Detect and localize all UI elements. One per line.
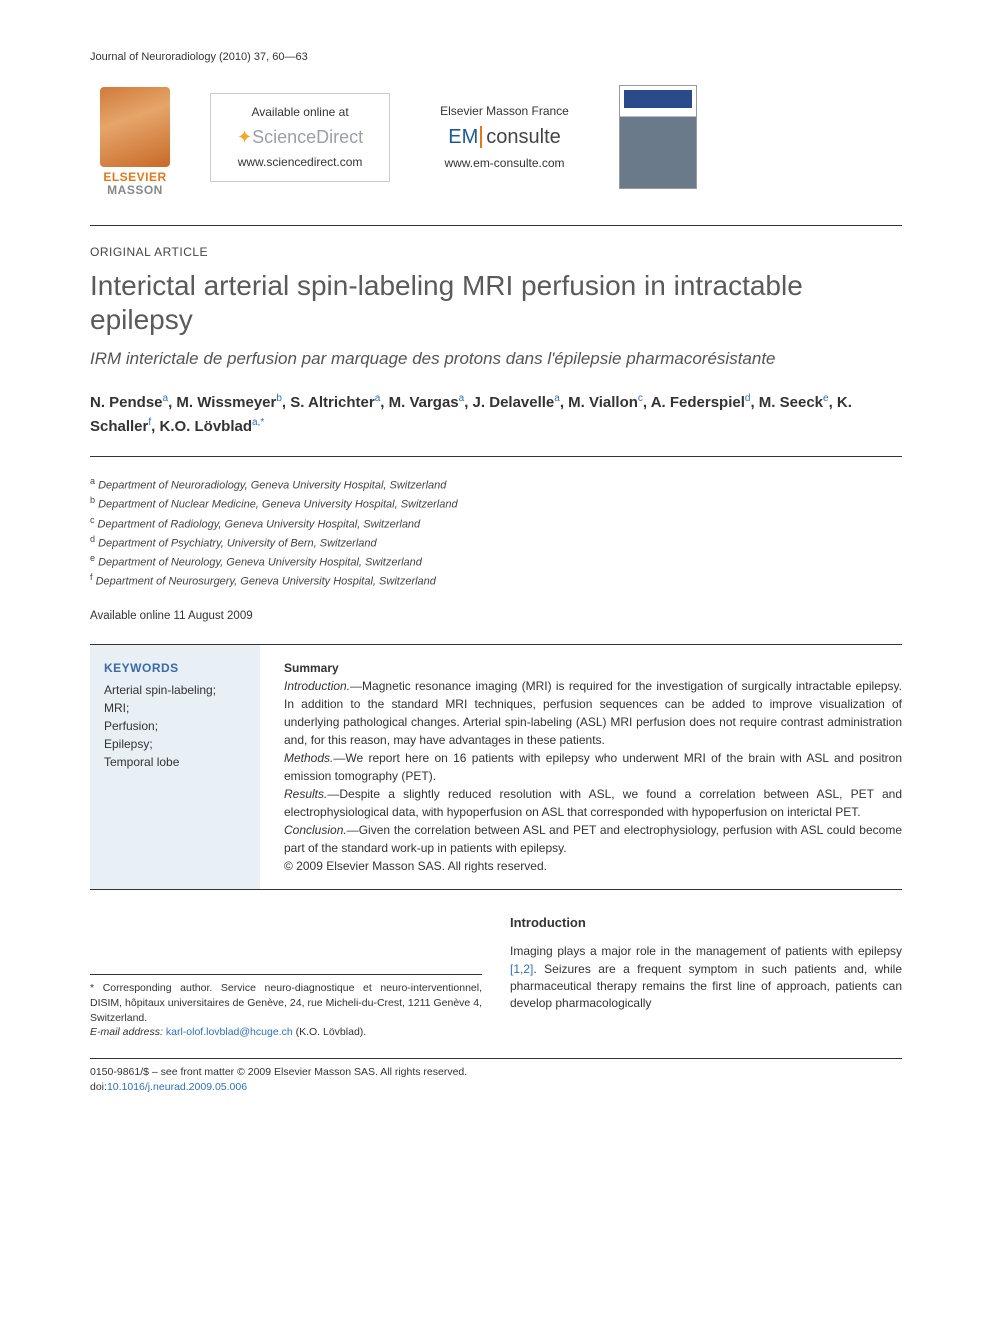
available-online-date: Available online 11 August 2009 — [90, 608, 902, 624]
sciencedirect-url[interactable]: www.sciencedirect.com — [237, 154, 363, 171]
left-column: * Corresponding author. Service neuro-di… — [90, 914, 482, 1040]
divider — [90, 974, 482, 975]
citation-link[interactable]: [1,2] — [510, 962, 533, 976]
journal-citation: Journal of Neuroradiology (2010) 37, 60—… — [90, 50, 902, 65]
article-subtitle: IRM interictale de perfusion par marquag… — [90, 348, 902, 371]
summary-conclusion-text: Given the correlation between ASL and PE… — [284, 823, 902, 855]
introduction-heading: Introduction — [510, 914, 902, 933]
corresp-email-who: (K.O. Lövblad). — [293, 1026, 367, 1038]
doi-line: doi:10.1016/j.neurad.2009.05.006 — [90, 1080, 902, 1095]
summary-heading: Summary — [284, 661, 339, 675]
page-footer: 0150-9861/$ – see front matter © 2009 El… — [90, 1058, 902, 1094]
corresp-label: * Corresponding author. — [90, 982, 221, 994]
divider — [90, 225, 902, 226]
author-list: N. Pendsea, M. Wissmeyerb, S. Altrichter… — [90, 391, 902, 438]
abstract-block: KEYWORDS Arterial spin-labeling;MRI;Perf… — [90, 644, 902, 890]
summary-methods-label: Methods.— — [284, 751, 345, 765]
divider — [90, 456, 902, 457]
article-type: ORIGINAL ARTICLE — [90, 244, 902, 261]
introduction-paragraph: Imaging plays a major role in the manage… — [510, 943, 902, 1013]
elsevier-masson-logo: ELSEVIER MASSON — [90, 77, 180, 197]
doi-link[interactable]: 10.1016/j.neurad.2009.05.006 — [107, 1081, 247, 1093]
summary-box: Summary Introduction.—Magnetic resonance… — [284, 645, 902, 889]
corresp-email[interactable]: karl-olof.lovblad@hcuge.ch — [166, 1026, 293, 1038]
keywords-heading: KEYWORDS — [104, 659, 246, 677]
summary-intro-label: Introduction.— — [284, 679, 362, 693]
summary-copyright: © 2009 Elsevier Masson SAS. All rights r… — [284, 857, 902, 875]
publisher-banner: ELSEVIER MASSON Available online at ✦Sci… — [90, 77, 902, 197]
keywords-box: KEYWORDS Arterial spin-labeling;MRI;Perf… — [90, 645, 260, 889]
right-column: Introduction Imaging plays a major role … — [510, 914, 902, 1040]
em-label: Elsevier Masson France — [440, 103, 569, 120]
sd-dot-icon: ✦ — [237, 127, 252, 147]
journal-cover-thumbnail — [619, 85, 697, 189]
summary-conclusion-label: Conclusion.— — [284, 823, 359, 837]
corresp-email-line: E-mail address: karl-olof.lovblad@hcuge.… — [90, 1025, 482, 1040]
elsevier-tree-icon — [100, 87, 170, 167]
email-label: E-mail address: — [90, 1026, 166, 1038]
body-columns: * Corresponding author. Service neuro-di… — [90, 914, 902, 1040]
summary-methods-text: We report here on 16 patients with epile… — [284, 751, 902, 783]
publisher-logo-text: ELSEVIER MASSON — [103, 171, 166, 197]
em-consulte-block: Elsevier Masson France EMconsulte www.em… — [420, 103, 589, 173]
em-consulte-logo: EMconsulte — [440, 123, 569, 151]
keywords-list: Arterial spin-labeling;MRI;Perfusion;Epi… — [104, 681, 246, 771]
summary-results-label: Results.— — [284, 787, 339, 801]
em-consulte-url[interactable]: www.em-consulte.com — [440, 155, 569, 172]
front-matter-line: 0150-9861/$ – see front matter © 2009 El… — [90, 1065, 902, 1080]
summary-intro-text: Magnetic resonance imaging (MRI) is requ… — [284, 679, 902, 747]
sciencedirect-logo: ✦ScienceDirect — [237, 125, 363, 150]
sciencedirect-block: Available online at ✦ScienceDirect www.s… — [210, 93, 390, 182]
summary-results-text: Despite a slightly reduced resolution wi… — [284, 787, 902, 819]
available-online-label: Available online at — [237, 104, 363, 121]
article-title: Interictal arterial spin-labeling MRI pe… — [90, 269, 902, 336]
corresponding-author: * Corresponding author. Service neuro-di… — [90, 981, 482, 1025]
affiliations-list: a Department of Neuroradiology, Geneva U… — [90, 475, 902, 590]
